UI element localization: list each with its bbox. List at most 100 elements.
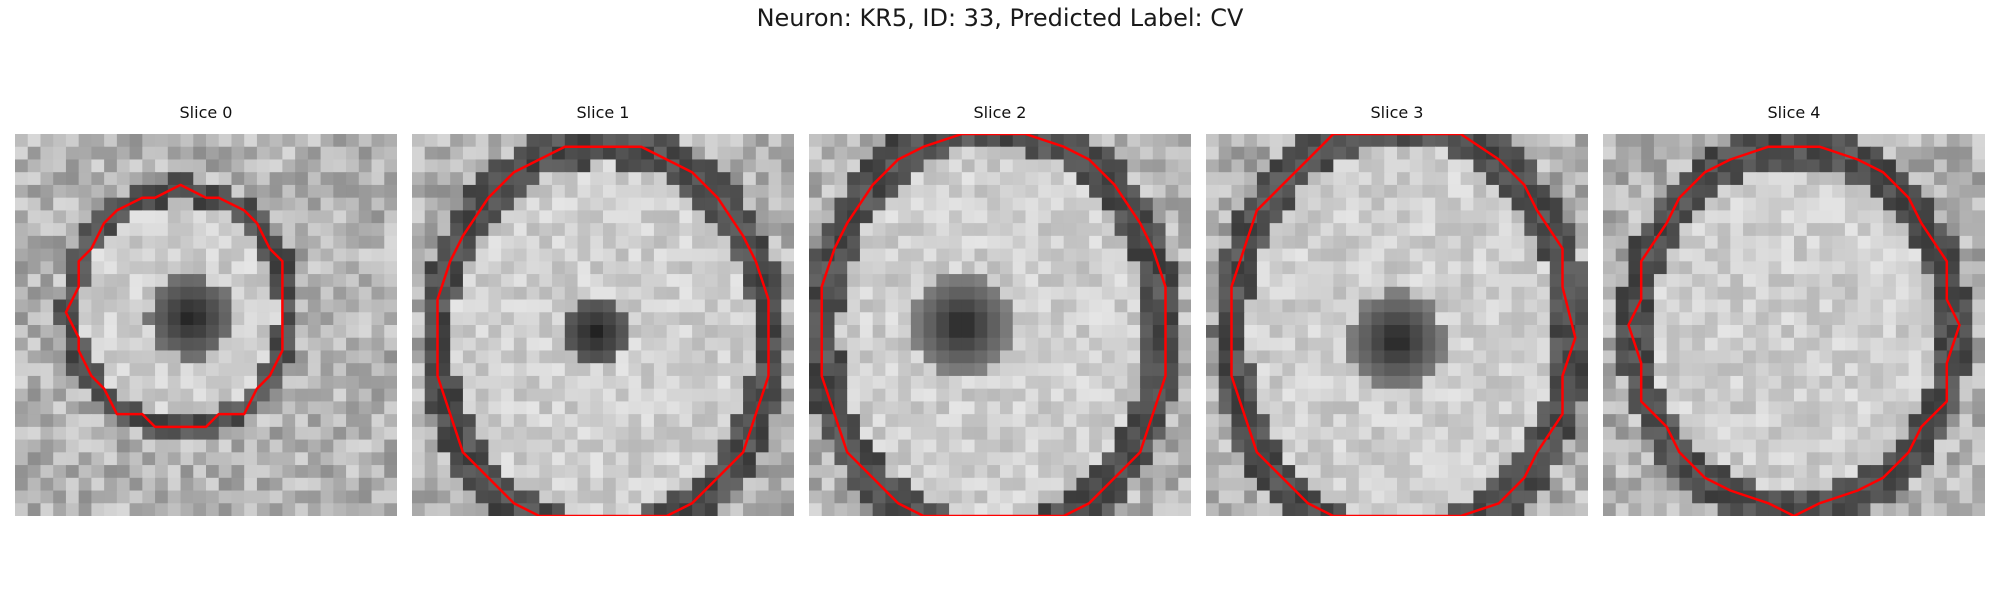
image-pixel xyxy=(206,286,220,301)
image-pixel xyxy=(692,134,706,148)
image-pixel xyxy=(1628,274,1642,288)
image-pixel xyxy=(872,439,886,453)
image-pixel xyxy=(1819,184,1833,199)
image-pixel xyxy=(1244,134,1258,148)
image-pixel xyxy=(603,235,617,250)
image-pixel xyxy=(27,210,42,224)
image-pixel xyxy=(1000,286,1014,301)
image-pixel xyxy=(526,299,540,313)
image-pixel xyxy=(704,503,719,516)
image-pixel xyxy=(1063,477,1077,492)
image-pixel xyxy=(1615,465,1630,479)
image-pixel xyxy=(1127,325,1141,339)
image-pixel xyxy=(1282,134,1296,148)
image-pixel xyxy=(333,490,347,504)
image-pixel xyxy=(603,439,617,453)
image-pixel xyxy=(256,197,271,211)
image-pixel xyxy=(116,375,131,390)
image-pixel xyxy=(1615,490,1630,504)
image-pixel xyxy=(282,363,296,377)
image-pixel xyxy=(666,235,680,250)
image-pixel xyxy=(628,299,642,313)
image-pixel xyxy=(1537,159,1551,173)
image-pixel xyxy=(1908,388,1922,402)
image-pixel xyxy=(590,134,604,148)
image-pixel xyxy=(1269,172,1283,186)
image-pixel xyxy=(1231,210,1245,224)
image-pixel xyxy=(475,452,489,466)
image-pixel xyxy=(1256,312,1271,326)
image-pixel xyxy=(1025,337,1039,352)
image-pixel xyxy=(1615,184,1630,199)
image-pixel xyxy=(1883,210,1897,224)
image-pixel xyxy=(1679,248,1693,262)
image-pixel xyxy=(1959,426,1973,441)
image-pixel xyxy=(781,274,794,288)
image-pixel xyxy=(987,363,1001,377)
image-pixel xyxy=(809,325,823,339)
image-pixel xyxy=(475,184,489,199)
image-pixel xyxy=(1256,426,1271,441)
image-pixel xyxy=(1307,401,1322,415)
image-pixel xyxy=(1114,172,1128,186)
image-pixel xyxy=(526,274,540,288)
image-pixel xyxy=(961,286,976,301)
image-pixel xyxy=(641,414,655,428)
image-pixel xyxy=(424,146,439,161)
image-pixel xyxy=(730,375,744,390)
image-pixel xyxy=(1025,235,1039,250)
image-pixel xyxy=(1025,312,1039,326)
image-pixel xyxy=(1857,388,1871,402)
image-pixel xyxy=(1063,312,1077,326)
image-pixel xyxy=(282,490,296,504)
image-pixel xyxy=(1653,210,1668,224)
image-pixel xyxy=(1140,503,1154,516)
image-pixel xyxy=(256,184,271,199)
image-pixel xyxy=(1089,503,1103,516)
image-pixel xyxy=(1819,172,1833,186)
image-pixel xyxy=(15,299,29,313)
image-pixel xyxy=(1704,325,1719,339)
image-pixel xyxy=(1653,146,1668,161)
image-pixel xyxy=(704,337,719,352)
image-pixel xyxy=(65,325,80,339)
image-pixel xyxy=(244,337,258,352)
image-pixel xyxy=(1473,248,1487,262)
image-pixel xyxy=(91,248,105,262)
image-pixel xyxy=(91,363,105,377)
image-pixel xyxy=(1615,426,1630,441)
image-pixel xyxy=(1832,388,1846,402)
image-pixel xyxy=(116,388,131,402)
image-pixel xyxy=(666,401,680,415)
image-pixel xyxy=(936,350,950,364)
image-pixel xyxy=(1101,235,1116,250)
image-pixel xyxy=(1755,414,1770,428)
image-pixel xyxy=(781,159,794,173)
image-pixel xyxy=(1511,286,1525,301)
image-pixel xyxy=(1679,439,1693,453)
image-pixel xyxy=(437,299,451,313)
image-pixel xyxy=(564,337,579,352)
image-pixel xyxy=(679,299,693,313)
image-pixel xyxy=(1730,477,1744,492)
image-pixel xyxy=(384,363,397,377)
image-pixel xyxy=(1959,197,1973,211)
image-pixel xyxy=(1320,325,1334,339)
image-pixel xyxy=(821,172,836,186)
image-pixel xyxy=(1397,414,1411,428)
image-pixel xyxy=(539,388,553,402)
image-pixel xyxy=(1603,439,1617,453)
image-pixel xyxy=(1895,235,1910,250)
image-pixel xyxy=(1473,401,1487,415)
slice-image xyxy=(1603,134,1985,516)
image-pixel xyxy=(1562,210,1576,224)
image-pixel xyxy=(730,426,744,441)
image-pixel xyxy=(821,439,836,453)
image-pixel xyxy=(142,503,156,516)
image-pixel xyxy=(475,401,489,415)
image-pixel xyxy=(1692,388,1706,402)
image-pixel xyxy=(1794,248,1808,262)
image-pixel xyxy=(437,490,451,504)
image-pixel xyxy=(1832,477,1846,492)
image-pixel xyxy=(1653,248,1668,262)
